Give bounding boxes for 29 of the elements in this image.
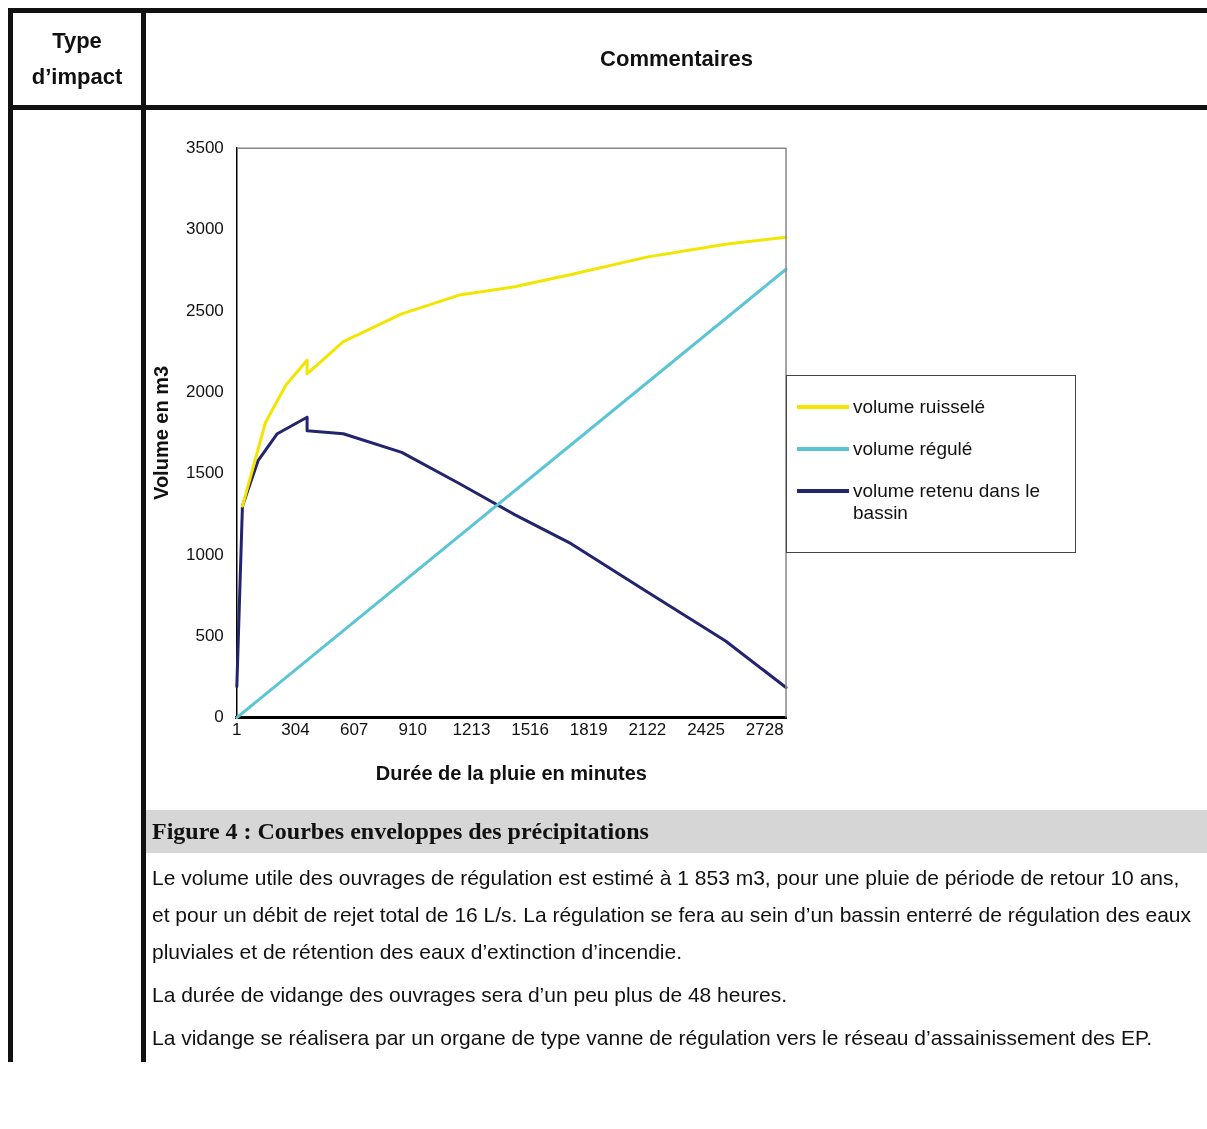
x-tick-label: 607 bbox=[339, 720, 369, 740]
y-tick-label: 1500 bbox=[185, 463, 224, 483]
text: Le volume utile des ouvrages de régulation est estimé à 1 853 m3, pour une pluie de période de retour 10 ans, et pour un débit de rejet total de 16 L/s. La régulation se fera au sein d’un bassin enterré de régulation des eaux pluviales et de rétention des eaux d’extinction d’incendie. bbox=[152, 865, 1193, 965]
y-tick-label: 3000 bbox=[185, 219, 224, 239]
text: La durée de vidange des ouvrages sera d’un peu plus de 48 heures. bbox=[152, 982, 789, 1008]
legend-label: volume régulé bbox=[853, 438, 973, 460]
x-tick-label: 1 bbox=[232, 720, 242, 740]
y-tick-label: 2500 bbox=[185, 300, 224, 320]
y-tick-label: 500 bbox=[195, 625, 224, 645]
y-tick-label: 3500 bbox=[185, 137, 224, 157]
legend-label: volume retenu dans le bassin bbox=[853, 480, 1041, 524]
x-tick-label: 304 bbox=[281, 720, 310, 740]
legend-label: volume ruisselé bbox=[853, 396, 985, 418]
y-tick-label: 1000 bbox=[185, 544, 224, 564]
x-tick-label: 2122 bbox=[628, 720, 667, 740]
text: Figure 4 : Courbes enveloppes des précipitations bbox=[146, 810, 1207, 853]
y-tick-label: 0 bbox=[214, 707, 224, 727]
x-axis-title: Durée de la pluie en minutes bbox=[375, 761, 647, 784]
x-tick-label: 2425 bbox=[687, 720, 725, 740]
x-tick-label: 1213 bbox=[452, 720, 491, 740]
text: Type d’impact bbox=[13, 13, 146, 105]
x-tick-label: 1819 bbox=[569, 720, 608, 740]
y-tick-label: 2000 bbox=[185, 381, 224, 401]
text: Commentaires bbox=[599, 45, 754, 73]
x-tick-label: 2728 bbox=[745, 720, 784, 740]
x-tick-label: 1516 bbox=[511, 720, 549, 740]
x-tick-label: 910 bbox=[398, 720, 427, 740]
y-axis-title: Volume en m3 bbox=[149, 365, 172, 500]
text: La vidange se réalisera par un organe de type vanne de régulation vers le réseau d’assainissement des EP. bbox=[152, 1025, 1154, 1051]
